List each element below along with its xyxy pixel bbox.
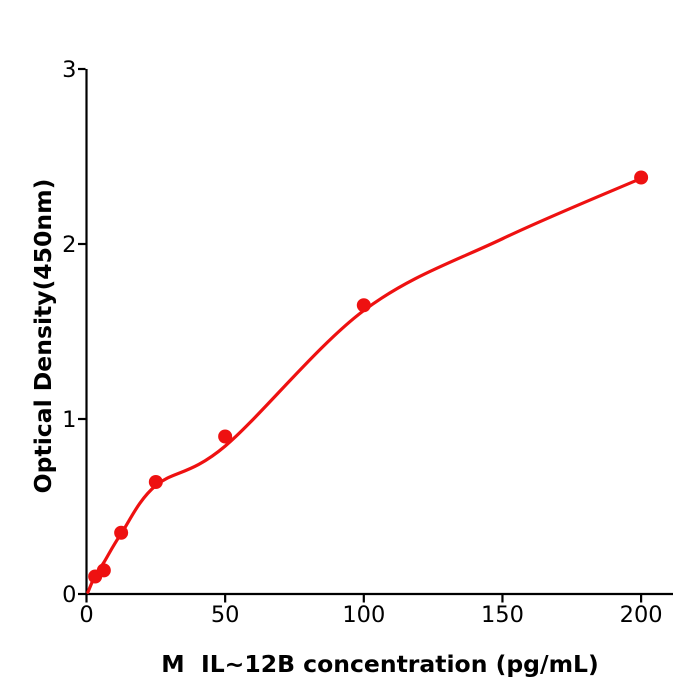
- data-point: [218, 429, 233, 444]
- x-tick-label: 200: [620, 602, 663, 628]
- x-tick-label: 100: [342, 602, 385, 628]
- x-axis-label: M IL~12B concentration (pg/mL): [161, 650, 599, 678]
- x-tick-label: 0: [79, 602, 93, 628]
- y-axis-label: Optical Density(450nm): [29, 179, 57, 494]
- y-tick-label: 0: [62, 582, 76, 608]
- x-tick-label: 150: [481, 602, 524, 628]
- y-tick-label: 2: [62, 232, 76, 258]
- axes: 0 50 100 150 200 0 1 2 3: [62, 57, 673, 628]
- data-point: [114, 525, 129, 540]
- data-point: [356, 298, 371, 313]
- data-point: [148, 475, 163, 489]
- plot-data: [86, 170, 649, 594]
- data-point: [634, 170, 649, 185]
- x-tick-label: 50: [211, 602, 240, 628]
- data-point: [96, 563, 111, 578]
- fit-curve: [86, 176, 643, 594]
- y-tick-label: 3: [62, 57, 76, 83]
- y-tick-label: 1: [62, 407, 76, 433]
